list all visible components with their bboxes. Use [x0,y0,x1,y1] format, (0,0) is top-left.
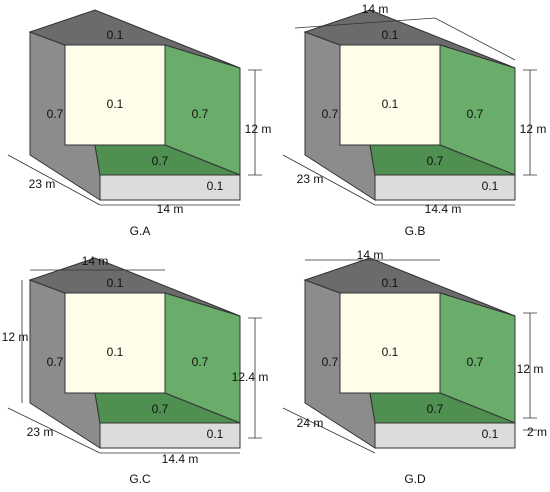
face-label: 0.1 [382,345,399,359]
face-label: 0.1 [382,97,399,111]
face-label: 0.1 [482,179,499,193]
face-label: 0.1 [482,427,499,441]
face-label: 0.1 [107,276,124,290]
dimension-line [248,317,262,439]
dimension-line [282,407,376,454]
dimension-line [248,69,262,176]
dimension-label: 12 m [517,362,544,376]
front-sill [374,422,516,449]
dimension-label: 12 m [245,122,272,136]
dimension-line [523,69,537,176]
face-label: 0.7 [467,107,484,121]
face-label: 0.7 [322,107,339,121]
dimension-label: 12.4 m [232,370,269,384]
front-sill [99,422,241,449]
panel-name: G.C [129,472,151,486]
back-wall [64,292,166,394]
face-label: 0.7 [47,355,64,369]
dimension-label: 12 m [2,330,29,344]
dimension-label: 14.4 m [162,452,199,466]
front-sill [99,174,241,201]
dimension-label: 14.4 m [425,202,462,216]
dimension-line [294,17,516,61]
dimension-line [7,154,101,206]
face-label: 0.1 [107,28,124,42]
dimension-line [282,154,376,206]
dimension-line [523,312,537,419]
dimension-label: 14 m [357,248,384,262]
dimension-label: 14 m [82,254,109,268]
face-label: 0.7 [192,355,209,369]
face-label: 0.7 [467,355,484,369]
room-panel: 0.1 0.7 0.1 0.7 0.7 0.1 23 m 14 m 12 m G.A [7,9,272,238]
dimension-label: 14 m [362,2,389,16]
panel-name: G.B [405,224,426,238]
face-label: 0.7 [427,154,444,168]
face-label: 0.1 [107,345,124,359]
face-label: 0.1 [207,179,224,193]
face-label: 0.1 [382,276,399,290]
dimension-label: 14 m [157,202,184,216]
dimension-label: 12 m [520,122,547,136]
face-label: 0.7 [427,402,444,416]
dimension-label: 23 m [29,177,56,191]
dimension-label: 2 m [527,425,547,439]
back-wall [339,292,441,394]
dimension-label: 23 m [297,172,324,186]
face-label: 0.7 [47,107,64,121]
face-label: 0.1 [107,97,124,111]
face-label: 0.1 [382,28,399,42]
front-sill [374,174,516,201]
face-label: 0.7 [152,154,169,168]
back-wall [64,44,166,146]
dimension-line [7,407,101,454]
dimension-label: 23 m [27,425,54,439]
face-label: 0.1 [207,427,224,441]
room-panel: 0.1 0.7 0.1 0.7 0.7 0.1 14 m 24 m 12 m 2 m G.D [282,248,547,486]
back-wall [339,44,441,146]
panel-name: G.A [130,224,151,238]
face-label: 0.7 [192,107,209,121]
face-label: 0.7 [152,402,169,416]
panel-name: G.D [404,472,426,486]
face-label: 0.7 [322,355,339,369]
room-panel: 0.1 0.7 0.1 0.7 0.7 0.1 14 m 12 m 23 m 14.4 m 12.4… [2,254,269,486]
dimension-label: 24 m [297,416,324,430]
room-panel: 0.1 0.7 0.1 0.7 0.7 0.1 14 m 23 m 14.4 m 12 m G.B [282,2,547,238]
